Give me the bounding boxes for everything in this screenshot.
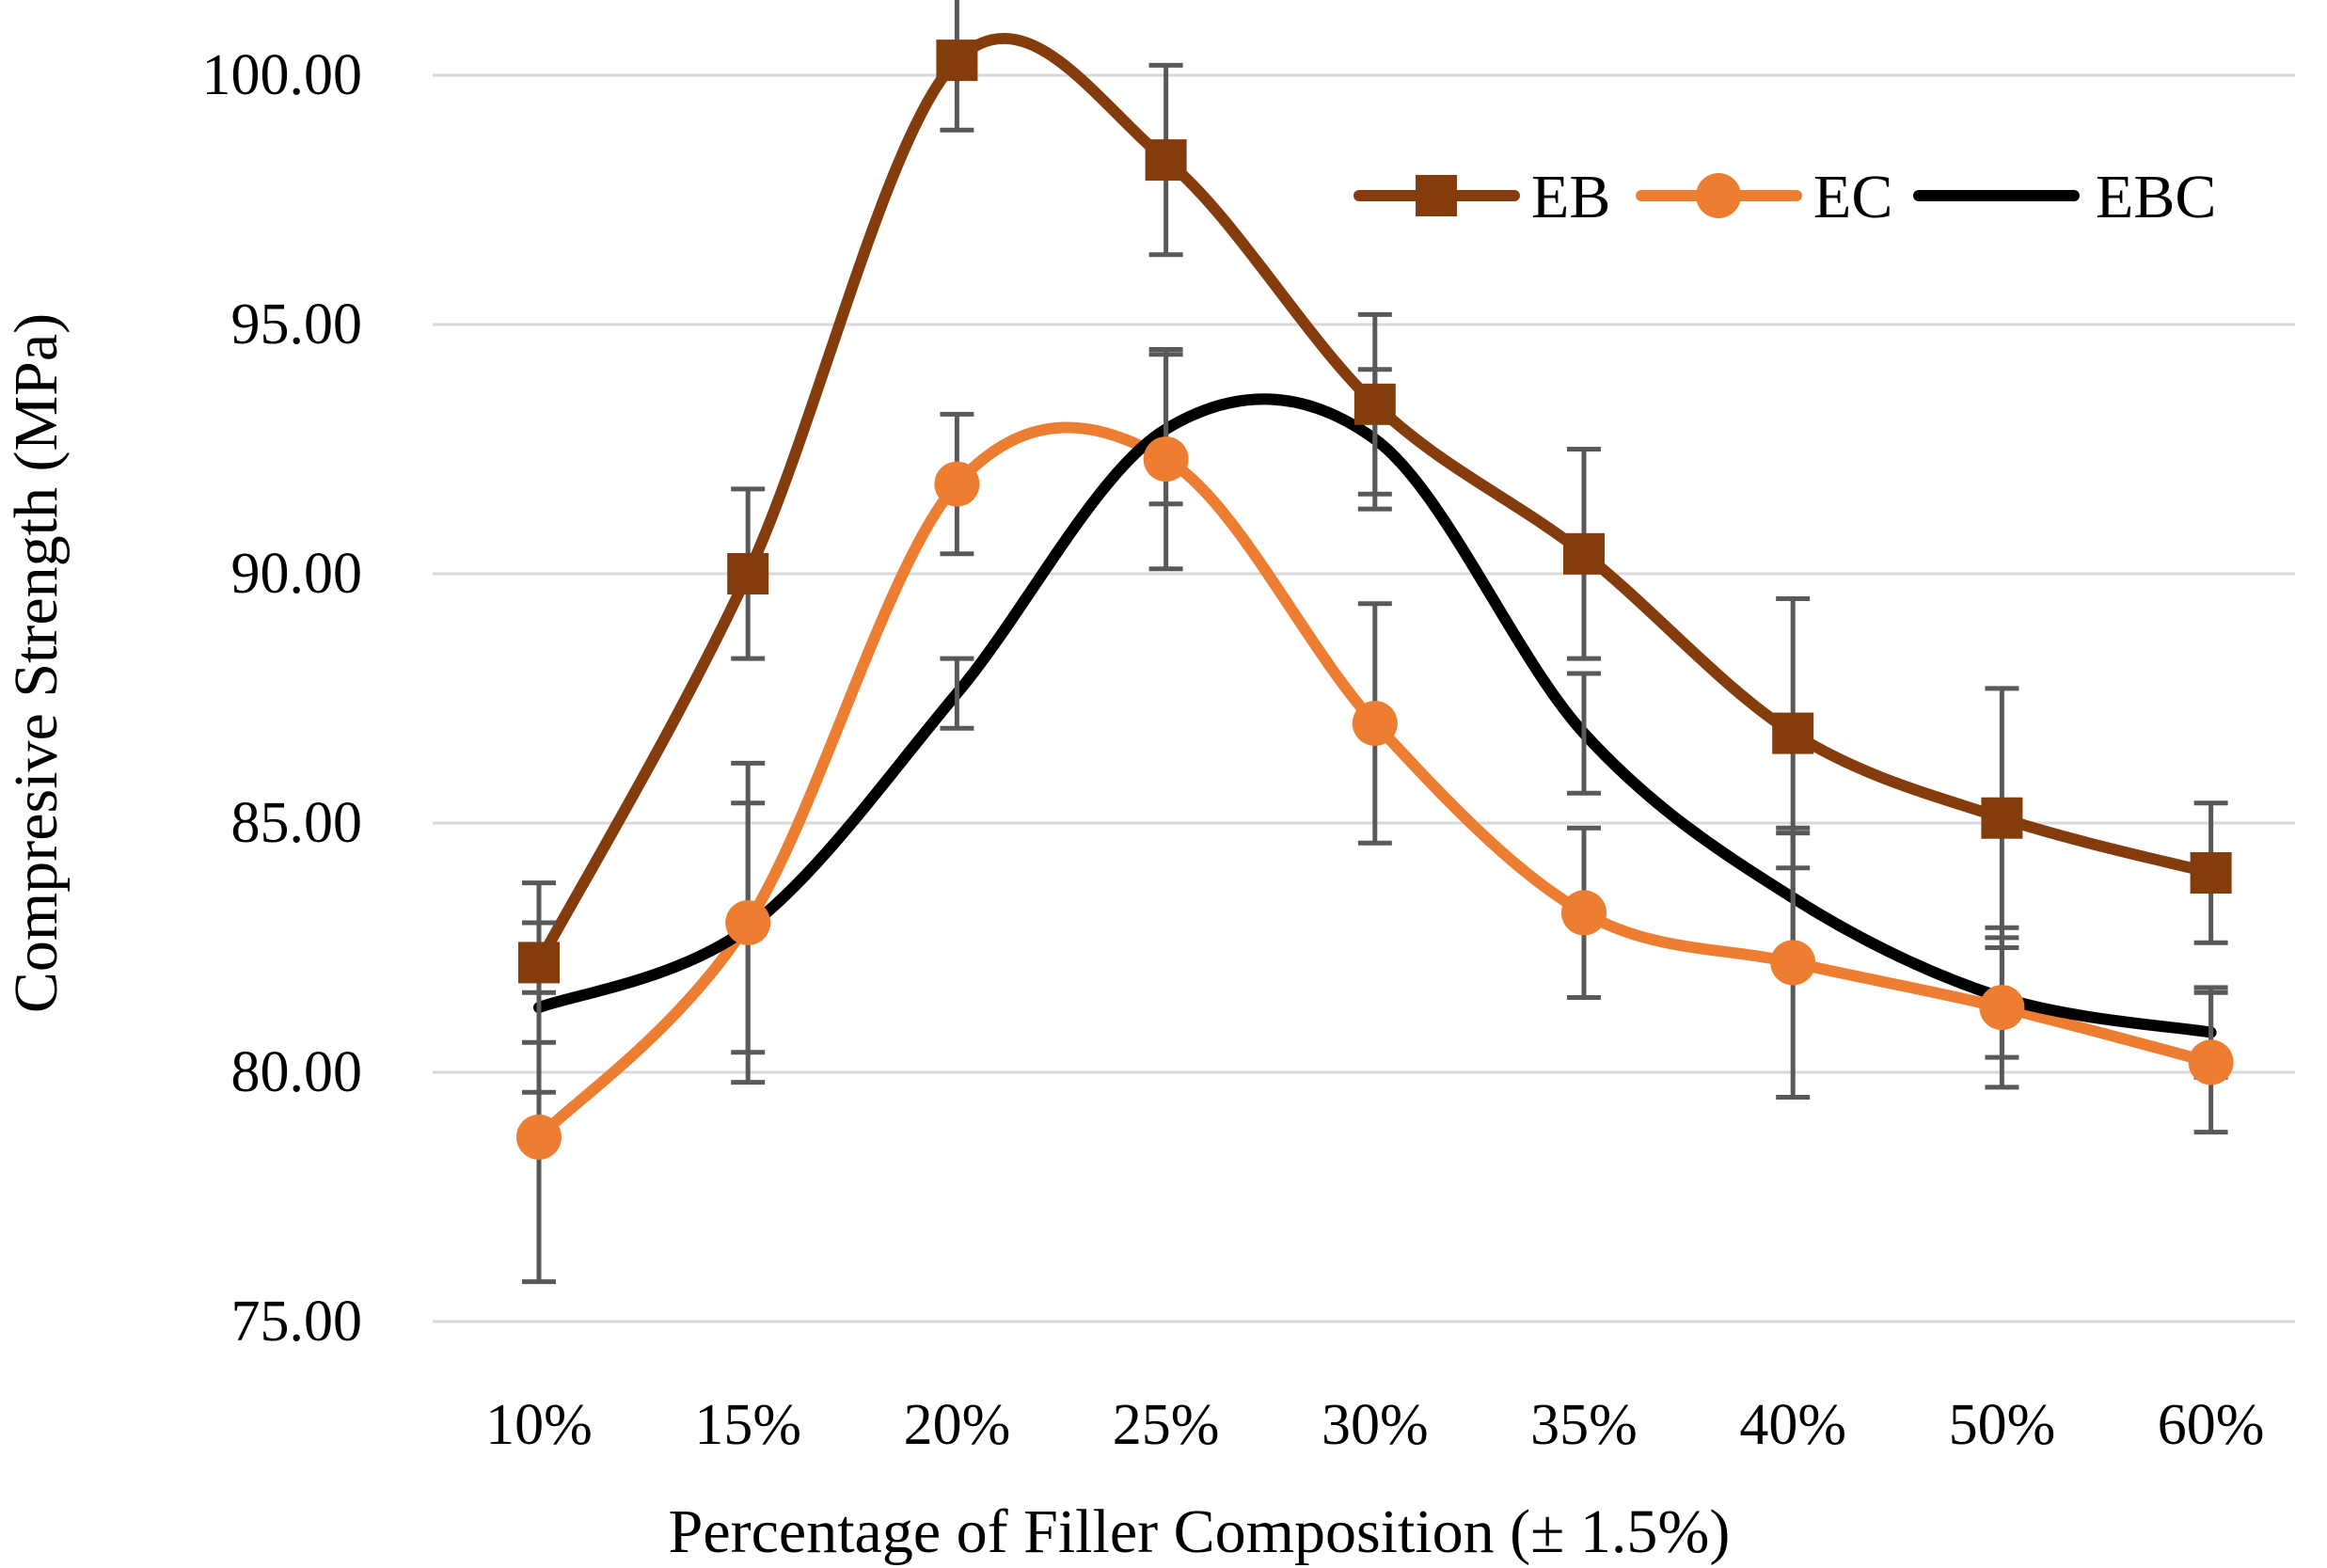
y-axis-ticks: 75.00 80.00 85.00 90.00 95.00 100.00 [202, 43, 363, 1354]
data-point-eb [518, 942, 560, 984]
data-point-ec [1770, 940, 1816, 986]
y-tick-label: 95.00 [231, 293, 363, 356]
x-axis-ticks: 10% 15% 20% 25% 30% 35% 40% 50% 60% [485, 1393, 2264, 1457]
legend-label-eb: EB [1531, 163, 1610, 231]
error-bar-ebc [1567, 671, 1601, 796]
legend-marker-square [1416, 175, 1457, 216]
x-tick-label: 50% [1949, 1393, 2056, 1457]
data-point-ec [2188, 1039, 2234, 1085]
series-line-eb [533, 32, 2217, 969]
data-point-eb [1563, 532, 1605, 575]
data-point-ec [1352, 701, 1398, 746]
gridlines [433, 73, 2295, 1323]
legend-marker-circle [1696, 173, 1741, 218]
x-tick-label: 35% [1530, 1393, 1638, 1457]
data-point-eb [727, 553, 769, 594]
data-point-ec [1561, 890, 1607, 936]
y-tick-label: 100.00 [202, 43, 363, 107]
x-axis-title: Percentage of Filler Composition (± 1.5%… [669, 1497, 1731, 1566]
error-bar-ebc [940, 656, 974, 731]
x-tick-label: 30% [1322, 1393, 1429, 1457]
series-line-ec [533, 421, 2217, 1143]
y-tick-label: 75.00 [231, 1290, 363, 1354]
data-point-eb [1353, 383, 1396, 425]
data-point-eb [1981, 797, 2023, 839]
x-tick-label: 15% [694, 1393, 801, 1457]
x-tick-label: 60% [2158, 1393, 2265, 1457]
data-point-ec [725, 900, 771, 945]
y-tick-label: 85.00 [231, 791, 363, 855]
data-point-ec [934, 461, 980, 507]
legend-label-ebc: EBC [2096, 163, 2216, 231]
x-tick-label: 40% [1739, 1393, 1846, 1457]
legend: EB EC EBC [1353, 163, 2216, 231]
data-point-eb [1772, 712, 1814, 754]
y-tick-label: 80.00 [231, 1040, 363, 1104]
data-point-ec [1979, 985, 2025, 1031]
x-tick-label: 20% [904, 1393, 1011, 1457]
x-tick-label: 25% [1113, 1393, 1220, 1457]
data-point-eb [2190, 852, 2232, 894]
data-point-ec [1143, 436, 1189, 483]
data-point-eb [1145, 139, 1187, 182]
data-markers [516, 40, 2234, 1160]
legend-item-ebc: EBC [1913, 163, 2216, 231]
y-tick-label: 90.00 [231, 542, 363, 606]
legend-item-ec: EC [1636, 163, 1892, 231]
legend-item-eb: EB [1353, 163, 1610, 231]
legend-label-ec: EC [1813, 163, 1892, 231]
series-lines [533, 32, 2217, 1143]
x-tick-label: 10% [485, 1393, 593, 1457]
data-point-eb [936, 40, 978, 82]
y-axis-title: Compresive Strength (MPa) [2, 313, 71, 1013]
data-point-ec [516, 1114, 562, 1160]
